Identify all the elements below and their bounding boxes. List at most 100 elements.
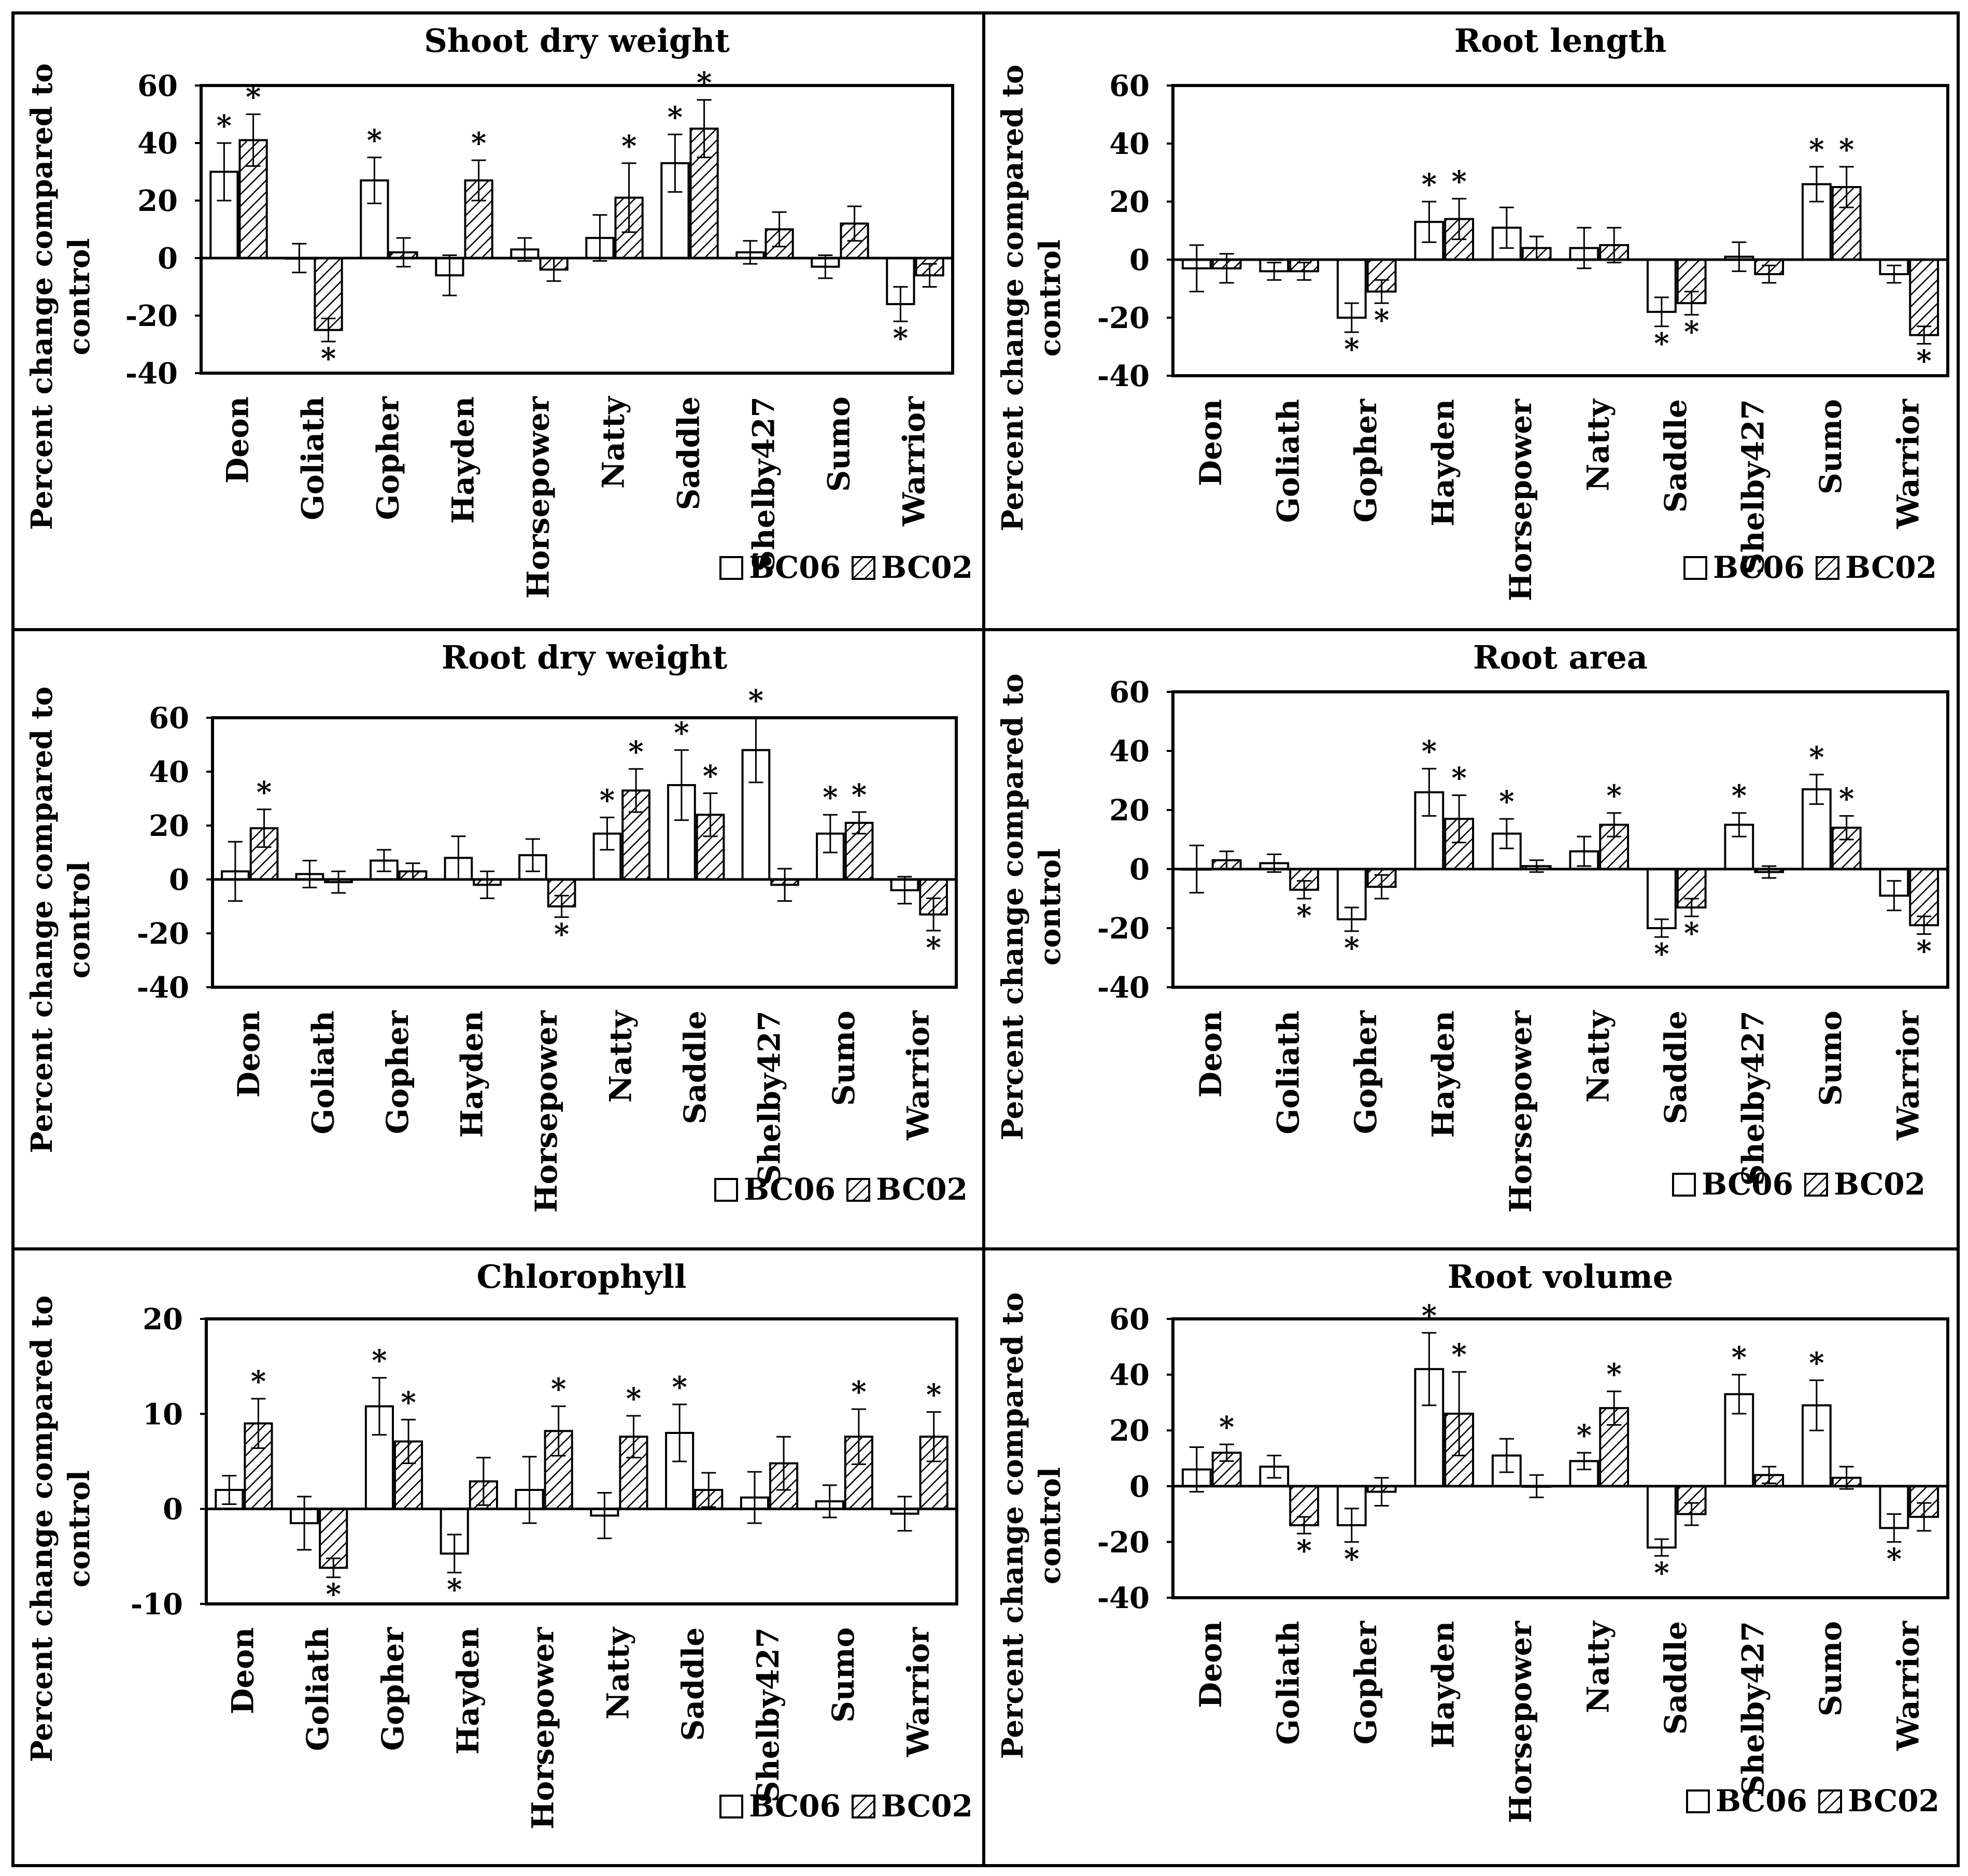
legend-label: BC02 [881, 550, 973, 585]
x-category-label: Warrior [1890, 399, 1925, 530]
y-tick-label: 40 [1109, 734, 1150, 769]
plot-frame [205, 1317, 958, 1605]
x-category-label: Natty [1580, 398, 1616, 491]
legend-label: BC06 [1713, 550, 1805, 585]
y-tick-label: 0 [1129, 243, 1150, 277]
x-category-label: Goliath [1270, 399, 1306, 523]
y-tick-label: 40 [149, 755, 189, 789]
significance-star: * [447, 1573, 462, 1607]
significance-star: * [851, 1375, 866, 1409]
y-tick-label: 20 [1109, 185, 1150, 219]
significance-star: * [674, 716, 689, 750]
significance-star: * [1732, 779, 1747, 813]
significance-star: * [1499, 785, 1514, 819]
significance-star: * [1684, 916, 1699, 950]
significance-star: * [1809, 1346, 1824, 1380]
panel-border [982, 1247, 1960, 1867]
x-category-label: Warrior [901, 1627, 936, 1758]
x-category-label: Gopher [380, 1010, 415, 1134]
x-category-label: Shelby427 [752, 1011, 787, 1186]
bar-bc06 [1646, 1485, 1677, 1549]
significance-star: * [217, 109, 232, 143]
y-tick-label: 20 [149, 809, 189, 843]
x-category-label: Sumo [826, 1011, 861, 1106]
x-category-label: Goliath [305, 1011, 341, 1134]
legend-label: BC06 [749, 1788, 841, 1824]
x-category-label: Sumo [1813, 1621, 1848, 1716]
significance-star: * [600, 783, 615, 817]
significance-star: * [1297, 1533, 1312, 1568]
x-category-label: Deon [1193, 399, 1228, 486]
legend-label: BC02 [881, 1788, 973, 1824]
significance-star: * [697, 66, 712, 100]
x-category-label: Saddle [1658, 1621, 1693, 1735]
y-tick-label: -40 [1097, 1581, 1150, 1615]
plot-frame [211, 716, 958, 989]
significance-star: * [1344, 332, 1359, 366]
significance-star: * [1654, 326, 1669, 361]
y-tick-label: 40 [137, 126, 178, 161]
significance-star: * [1297, 899, 1312, 933]
legend-swatch-bc06 [719, 1795, 743, 1818]
y-tick-label: 0 [163, 1493, 183, 1527]
x-category-label: Goliath [1270, 1011, 1306, 1134]
x-category-label: Warrior [1890, 1010, 1925, 1141]
x-category-label: Hayden [446, 396, 481, 524]
plot-frame [1171, 690, 1949, 989]
y-tick-label: 0 [1129, 852, 1150, 887]
x-category-label: Deon [1193, 1011, 1228, 1098]
x-category-label: Sumo [1813, 1011, 1848, 1106]
x-category-label: Hayden [1425, 1011, 1461, 1138]
significance-star: * [672, 1370, 687, 1404]
legend-swatch-bc06 [714, 1178, 738, 1202]
significance-star: * [367, 123, 382, 158]
x-category-label: Natty [1580, 1620, 1616, 1713]
legend-swatch-bc02 [846, 1178, 870, 1202]
x-category-label: Natty [596, 395, 631, 489]
x-category-label: Horsepower [526, 1627, 561, 1830]
y-tick-label: 10 [143, 1397, 183, 1431]
significance-star: * [251, 1365, 266, 1399]
y-tick-label: -20 [1097, 1525, 1150, 1559]
panel-border [11, 1247, 985, 1867]
legend-label: BC06 [1716, 1783, 1807, 1818]
significance-star: * [401, 1385, 416, 1419]
y-tick-label: 0 [158, 241, 178, 276]
significance-star: * [1422, 167, 1437, 202]
x-category-label: Natty [603, 1010, 638, 1103]
significance-star: * [1887, 1542, 1902, 1576]
y-tick-label: -40 [1097, 971, 1150, 1005]
y-tick-label: -40 [137, 971, 189, 1005]
legend-swatch-bc02 [852, 556, 875, 580]
x-category-label: Warrior [897, 396, 932, 527]
x-category-label: Horsepower [1503, 399, 1538, 602]
x-category-label: Horsepower [529, 1010, 564, 1213]
significance-star: * [1732, 1341, 1747, 1375]
x-category-label: Horsepower [1503, 1010, 1538, 1213]
significance-star: * [926, 931, 941, 965]
significance-star: * [1607, 1357, 1622, 1391]
plot-frame [200, 84, 954, 375]
x-category-label: Shelby427 [1735, 399, 1771, 574]
legend-swatch-bc06 [1686, 1789, 1710, 1813]
significance-star: * [852, 778, 867, 812]
x-category-label: Sumo [822, 396, 857, 492]
x-category-label: Gopher [375, 1627, 410, 1751]
chart-panel-4: Root area 60 40 20 0 -20 -40 Percent change com… [982, 628, 1960, 1250]
significance-star: * [1917, 934, 1932, 968]
chart-title: Root volume [1448, 1258, 1674, 1296]
y-tick-label: -40 [1097, 359, 1150, 393]
significance-star: * [926, 1378, 941, 1412]
legend-label: BC06 [744, 1172, 836, 1207]
chart-title: Chlorophyll [477, 1258, 687, 1296]
significance-star: * [1607, 779, 1622, 813]
x-category-label: Deon [231, 1011, 266, 1098]
x-category-label: Gopher [1348, 1010, 1383, 1134]
y-tick-label: 40 [1109, 127, 1150, 161]
y-axis-label: Percent change compared to control [996, 674, 1067, 1141]
legend-swatch-bc06 [719, 556, 743, 580]
x-category-label: Natty [600, 1626, 635, 1719]
significance-star: * [823, 780, 838, 815]
significance-star: * [1839, 781, 1854, 816]
significance-star: * [372, 1344, 387, 1378]
